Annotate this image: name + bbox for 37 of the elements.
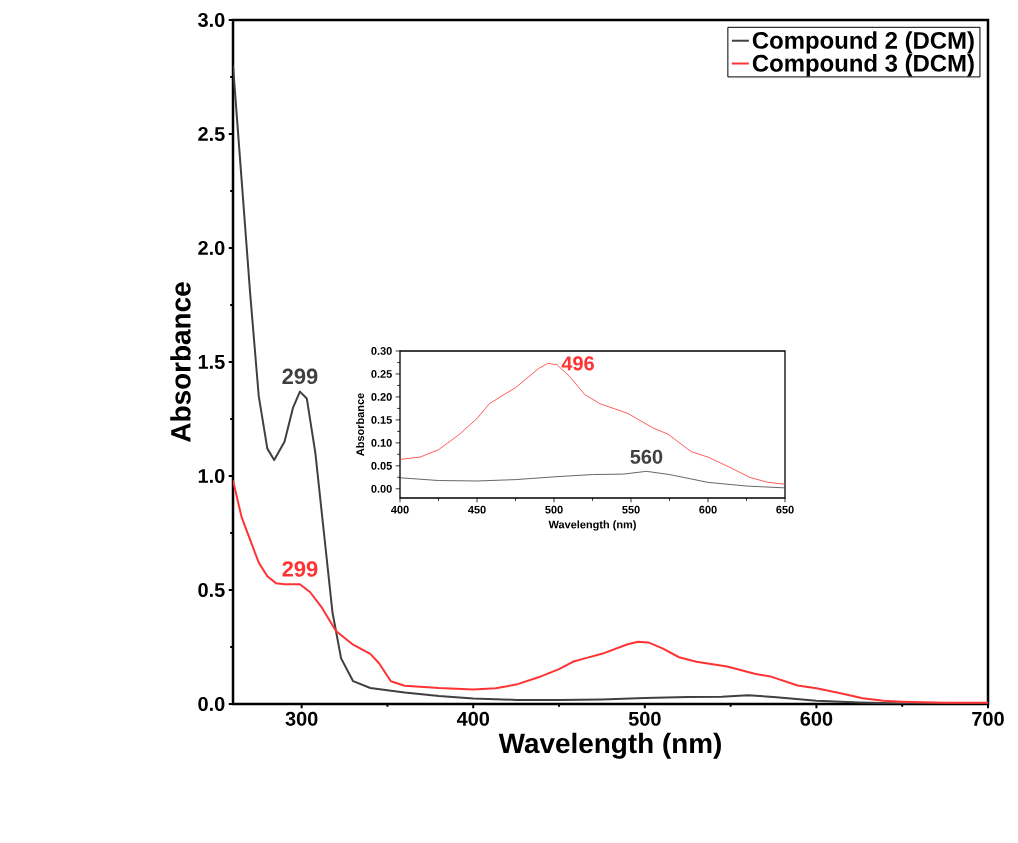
y-axis-title: Absorbance <box>356 393 365 456</box>
y-axis-title: Absorbance <box>170 282 191 442</box>
x-tick-label: 600 <box>800 711 833 726</box>
line-series <box>400 470 786 489</box>
y-tick-label: 1.0 <box>198 468 225 484</box>
x-axis-title: Wavelength (nm) <box>498 732 721 759</box>
y-tick-label: 0.20 <box>371 393 392 401</box>
y-tick-label: 3.0 <box>197 12 225 28</box>
x-tick-label: 500 <box>628 711 661 726</box>
y-tick-label: 1.5 <box>198 355 225 369</box>
y-tick-label: 0.00 <box>371 484 392 493</box>
y-tick-label: 2.0 <box>198 240 225 256</box>
y-tick-label: 0.5 <box>198 582 225 598</box>
line-series <box>233 479 989 704</box>
y-tick-label: 0.10 <box>371 438 392 447</box>
annotation: 560 <box>630 449 663 464</box>
x-tick-label: 700 <box>972 711 1004 726</box>
annotation: 496 <box>561 356 594 371</box>
y-tick-label: 0.05 <box>371 461 392 470</box>
y-tick-label: 0.25 <box>371 370 392 378</box>
x-tick-label: 400 <box>391 505 409 514</box>
x-tick-label: 500 <box>545 505 563 514</box>
annotation: 299 <box>282 561 318 577</box>
legend-label: Compound 2 (DCM) <box>752 31 974 54</box>
x-tick-label: 300 <box>285 711 318 726</box>
legend-label: Compound 3 (DCM) <box>752 54 974 77</box>
y-tick-label: 0.15 <box>371 416 392 424</box>
y-tick-label: 0.30 <box>371 347 392 355</box>
x-tick-label: 550 <box>622 505 640 514</box>
x-tick-label: 450 <box>468 505 486 514</box>
x-tick-label: 400 <box>456 711 490 726</box>
x-axis-title: Wavelength (nm) <box>548 520 636 531</box>
annotation: 299 <box>282 368 318 385</box>
y-tick-label: 0.0 <box>198 696 225 712</box>
x-tick-label: 650 <box>776 505 794 514</box>
x-tick-label: 600 <box>699 505 717 514</box>
y-tick-label: 2.5 <box>198 126 225 142</box>
